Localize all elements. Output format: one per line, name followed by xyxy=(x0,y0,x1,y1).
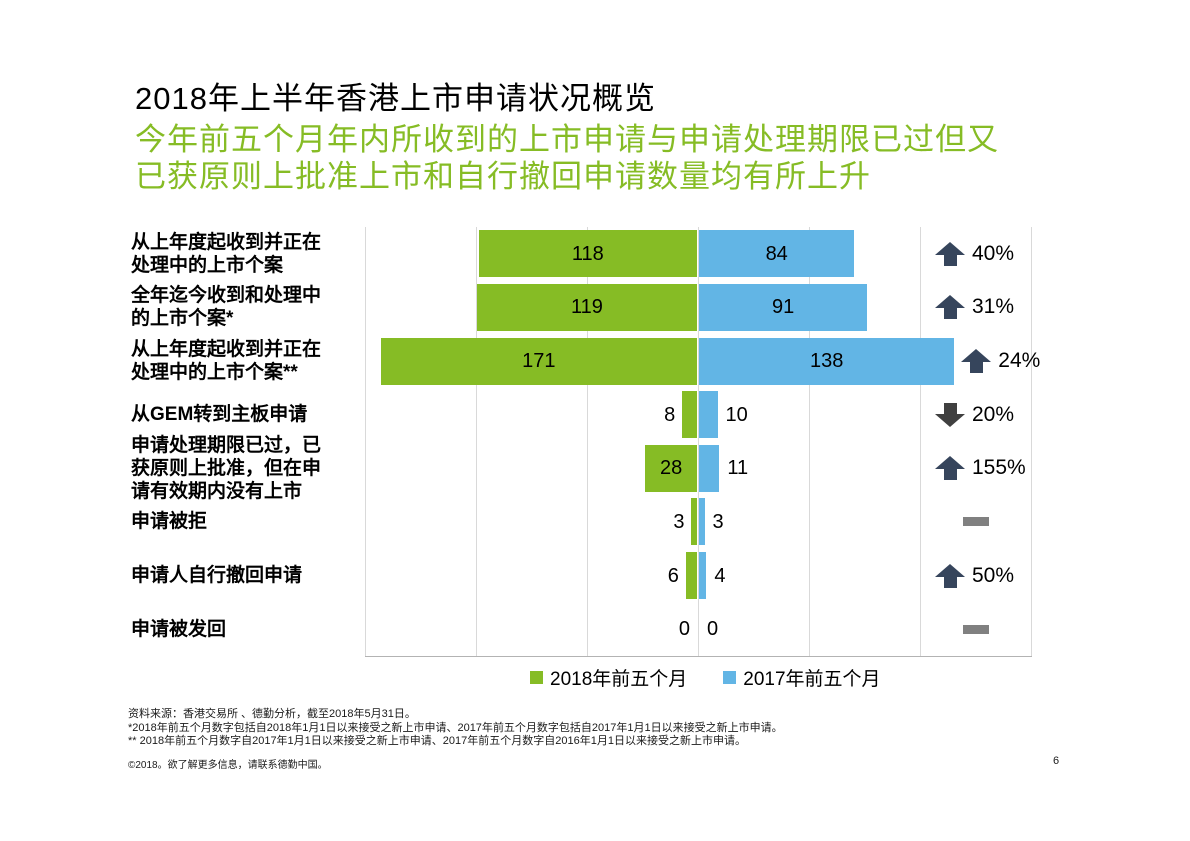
bar-2018 xyxy=(478,230,697,278)
change-value: 31% xyxy=(972,295,1015,319)
page-subtitle-line-2: 已获原则上批准上市和自行撤回申请数量均有所上升 xyxy=(135,159,871,194)
change-indicator: 155% xyxy=(935,454,1026,482)
legend: 2018年前五个月 2017年前五个月 xyxy=(530,664,881,691)
bar-2018 xyxy=(645,444,697,492)
bar-value-2018: 3 xyxy=(673,510,685,533)
bar-2017 xyxy=(699,552,707,600)
change-indicator: 24% xyxy=(961,347,1040,375)
up-arrow-icon xyxy=(935,563,965,588)
category-label: 从GEM转到主板申请 xyxy=(131,404,308,426)
up-arrow-icon xyxy=(935,241,965,266)
change-indicator: 20% xyxy=(935,401,1014,429)
change-indicator: 50% xyxy=(935,562,1014,590)
gridline xyxy=(809,227,810,656)
page-subtitle-line-1: 今年前五个月年内所收到的上市申请与申请处理期限已过但又 xyxy=(135,122,999,157)
bar-2018 xyxy=(685,552,697,600)
change-value: 155% xyxy=(972,456,1026,480)
legend-item-2018: 2018年前五个月 xyxy=(530,664,687,691)
change-indicator: 40% xyxy=(935,240,1014,268)
up-arrow-icon xyxy=(935,295,965,320)
copyright-note: ©2018。欲了解更多信息，请联系德勤中国。 xyxy=(128,760,328,771)
bar-2017 xyxy=(699,337,955,385)
change-indicator: 31% xyxy=(935,293,1014,321)
bar-value-2017: 84 xyxy=(765,242,788,265)
change-indicator xyxy=(963,615,989,643)
page-title: 2018年上半年香港上市申请状况概览 xyxy=(135,81,656,116)
bar-value-2017: 3 xyxy=(712,510,724,533)
legend-label-2018: 2018年前五个月 xyxy=(550,669,688,690)
change-value: 40% xyxy=(972,241,1015,265)
bar-2017 xyxy=(699,391,718,439)
gridline xyxy=(1031,227,1032,656)
bar-value-2017: 138 xyxy=(809,350,844,373)
bar-2017 xyxy=(699,498,705,546)
bar-value-2017: 11 xyxy=(727,457,749,480)
bar-value-2017: 0 xyxy=(707,618,719,641)
bar-value-2018: 28 xyxy=(659,457,683,480)
change-indicator xyxy=(963,508,989,536)
legend-swatch-2017-icon xyxy=(723,671,737,684)
bar-2018 xyxy=(380,337,697,385)
bar-value-2017: 4 xyxy=(714,564,726,587)
bar-value-2018: 8 xyxy=(664,403,676,426)
bar-2017 xyxy=(699,230,855,278)
bar-2018 xyxy=(691,498,697,546)
category-label: 从上年度起收到并正在 处理中的上市个案** xyxy=(131,339,322,384)
x-axis-line xyxy=(365,656,1032,657)
category-label: 从上年度起收到并正在 处理中的上市个案 xyxy=(131,231,322,276)
gridline xyxy=(698,227,699,656)
bar-2017 xyxy=(699,444,720,492)
bar-value-2017: 91 xyxy=(772,296,795,319)
footnote-asterisk: *2018年前五个月数字包括自2018年1月1日以来接受之新上市申请、2017年… xyxy=(128,721,783,734)
footnote-source: 资料来源：香港交易所 、德勤分析，截至2018年5月31日。 xyxy=(128,708,416,720)
bar-value-2018: 0 xyxy=(678,618,690,641)
bar-2018 xyxy=(682,391,697,439)
gridline xyxy=(476,227,477,656)
bar-2018 xyxy=(476,283,697,331)
up-arrow-icon xyxy=(961,349,992,374)
category-label: 申请人自行撤回申请 xyxy=(131,565,303,587)
bar-value-2017: 10 xyxy=(725,403,748,426)
change-value: 50% xyxy=(972,563,1015,587)
gridline xyxy=(365,227,366,656)
category-label: 全年迄今收到和处理中 的上市个案* xyxy=(131,285,322,330)
category-label: 申请处理期限已过，已 获原则上批准，但在申 请有效期内没有上市 xyxy=(131,434,322,502)
legend-item-2017: 2017年前五个月 xyxy=(723,664,881,691)
bar-value-2018: 119 xyxy=(570,296,603,319)
up-arrow-icon xyxy=(935,456,965,481)
legend-label-2017: 2017年前五个月 xyxy=(743,669,881,690)
gridline xyxy=(920,227,921,656)
change-value: 24% xyxy=(998,349,1041,373)
bar-value-2018: 171 xyxy=(522,350,556,373)
bar-value-2018: 118 xyxy=(571,242,604,265)
page-subtitle: 今年前五个月年内所收到的上市申请与申请处理期限已过但又 已获原则上批准上市和自行… xyxy=(135,121,1145,195)
down-arrow-icon xyxy=(935,402,965,427)
footnote-double-asterisk: ** 2018年前五个月数字自2017年1月1日以来接受之新上市申请、2017年… xyxy=(128,735,746,747)
page-number: 6 xyxy=(1053,755,1060,767)
no-change-dash-icon xyxy=(963,624,989,634)
category-label: 申请被拒 xyxy=(131,511,208,533)
bar-2017 xyxy=(699,283,868,331)
legend-swatch-2018-icon xyxy=(530,671,543,684)
category-label: 申请被发回 xyxy=(131,618,227,640)
change-value: 20% xyxy=(972,402,1015,426)
footnotes: 资料来源：香港交易所 、德勤分析，截至2018年5月31日。 *2018年前五个… xyxy=(128,708,783,749)
bar-value-2018: 6 xyxy=(667,564,679,587)
no-change-dash-icon xyxy=(963,517,989,527)
gridline xyxy=(587,227,588,656)
